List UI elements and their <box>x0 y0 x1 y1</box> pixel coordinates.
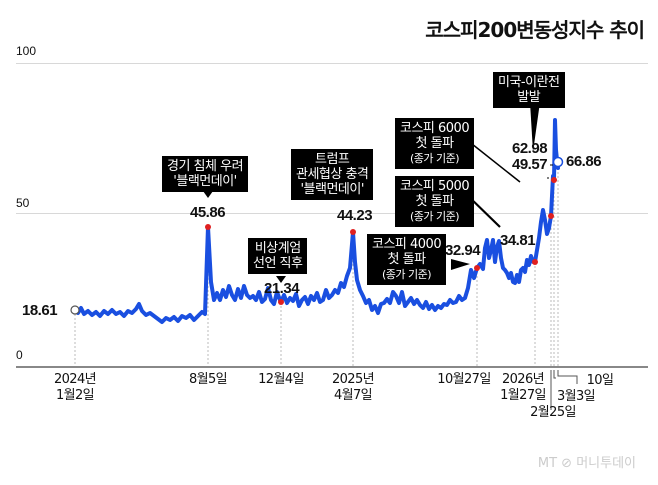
x-label-2025-04-07: 2025년 4월7일 <box>330 372 376 404</box>
callout-feb25-line2: 첫 돌파 <box>415 136 455 151</box>
x-label-2026-01-27: 2026년 1월27일 <box>498 372 548 404</box>
y-tick-0: 0 <box>16 348 23 362</box>
callout-mar3: 미국-이란전 발발 <box>493 72 565 108</box>
y-tick-100: 100 <box>16 44 37 58</box>
chart-title: 코스피200변동성지수 추이 <box>425 18 645 42</box>
value-oct27: 32.94 <box>445 242 481 259</box>
axis-connectors <box>550 370 578 410</box>
vkospi-line <box>73 118 560 324</box>
callout-oct27: 코스피 4000 첫 돌파 (종가 기준) <box>367 234 447 285</box>
x-label-mar3: 3월3일 <box>556 389 596 404</box>
callout-apr7: 트럼프 관세협상 충격 '블랙먼데이' <box>291 149 374 200</box>
callout-dec4-line2: 선언 직후 <box>253 256 303 271</box>
x-label-start-year: 2024년 <box>53 372 97 387</box>
value-aug5: 45.86 <box>190 204 226 221</box>
value-start: 18.61 <box>22 302 58 319</box>
value-mar3: 62.98 <box>512 140 548 157</box>
callout-dec4-line1: 비상계엄 <box>254 241 301 256</box>
callout-feb25-line3: (종가 기준) <box>410 152 460 165</box>
marker-jan27 <box>532 259 538 265</box>
value-jan27: 34.81 <box>500 232 536 249</box>
marker-feb25 <box>548 213 554 219</box>
x-label-oct27: 10월27일 <box>437 372 491 387</box>
callout-apr7-line3: '블랙먼데이' <box>300 182 364 197</box>
callout-mar3-line2: 발발 <box>517 90 541 105</box>
callout-jan27-line2: 첫 돌파 <box>415 194 455 209</box>
x-axis <box>16 366 648 368</box>
value-dec4: 21.34 <box>264 280 300 297</box>
callout-oct27-line2: 첫 돌파 <box>387 252 427 267</box>
x-label-start-date: 1월2일 <box>55 388 95 403</box>
marker-mar10 <box>552 156 564 168</box>
callout-apr7-line1: 트럼프 <box>315 152 350 167</box>
event-markers <box>205 177 557 305</box>
x-label-apr7-year: 2025년 <box>331 372 375 387</box>
callout-aug5-line2: '블랙먼데이' <box>173 174 237 189</box>
callout-jan27-line3: (종가 기준) <box>410 210 460 223</box>
callout-aug5-line1: 경기 침체 우려 <box>167 159 244 174</box>
callout-oct27-line1: 코스피 4000 <box>372 237 442 252</box>
callout-aug5: 경기 침체 우려 '블랙먼데이' <box>162 156 249 192</box>
callout-mar3-line1: 미국-이란전 <box>498 75 560 90</box>
x-label-dec4: 12월4일 <box>258 372 304 387</box>
x-label-mar10: 10일 <box>586 373 614 388</box>
marker-apr7 <box>350 229 356 235</box>
marker-aug5 <box>205 224 211 230</box>
value-feb25: 49.57 <box>512 156 548 173</box>
marker-mar3 <box>551 177 557 183</box>
callout-apr7-line2: 관세협상 충격 <box>296 167 369 182</box>
x-label-aug5: 8월5일 <box>188 372 228 387</box>
x-label-2024-01-02: 2024년 1월2일 <box>52 372 98 404</box>
callout-jan27-line1: 코스피 5000 <box>400 179 470 194</box>
marker-oct27 <box>474 265 480 271</box>
date-guides <box>74 168 559 366</box>
callout-feb25-line1: 코스피 6000 <box>400 121 470 136</box>
y-tick-50: 50 <box>16 196 30 210</box>
marker-dec4 <box>278 299 284 305</box>
x-label-apr7-date: 4월7일 <box>333 388 373 403</box>
publisher-logo: MT ⊘ 머니투데이 <box>537 456 636 471</box>
x-label-feb25: 2월25일 <box>530 405 576 420</box>
callout-feb25: 코스피 6000 첫 돌파 (종가 기준) <box>395 118 475 169</box>
x-label-jan27-date: 1월27일 <box>500 388 546 403</box>
value-apr7: 44.23 <box>337 207 373 224</box>
gridline-50 <box>16 213 648 214</box>
gridline-100 <box>16 63 648 64</box>
value-mar10: 66.86 <box>566 153 602 170</box>
callout-dec4: 비상계엄 선언 직후 <box>248 238 308 274</box>
marker-start <box>70 305 80 315</box>
callout-oct27-line3: (종가 기준) <box>382 268 432 281</box>
callout-jan27: 코스피 5000 첫 돌파 (종가 기준) <box>395 176 475 227</box>
x-label-jan27-year: 2026년 <box>501 372 545 387</box>
